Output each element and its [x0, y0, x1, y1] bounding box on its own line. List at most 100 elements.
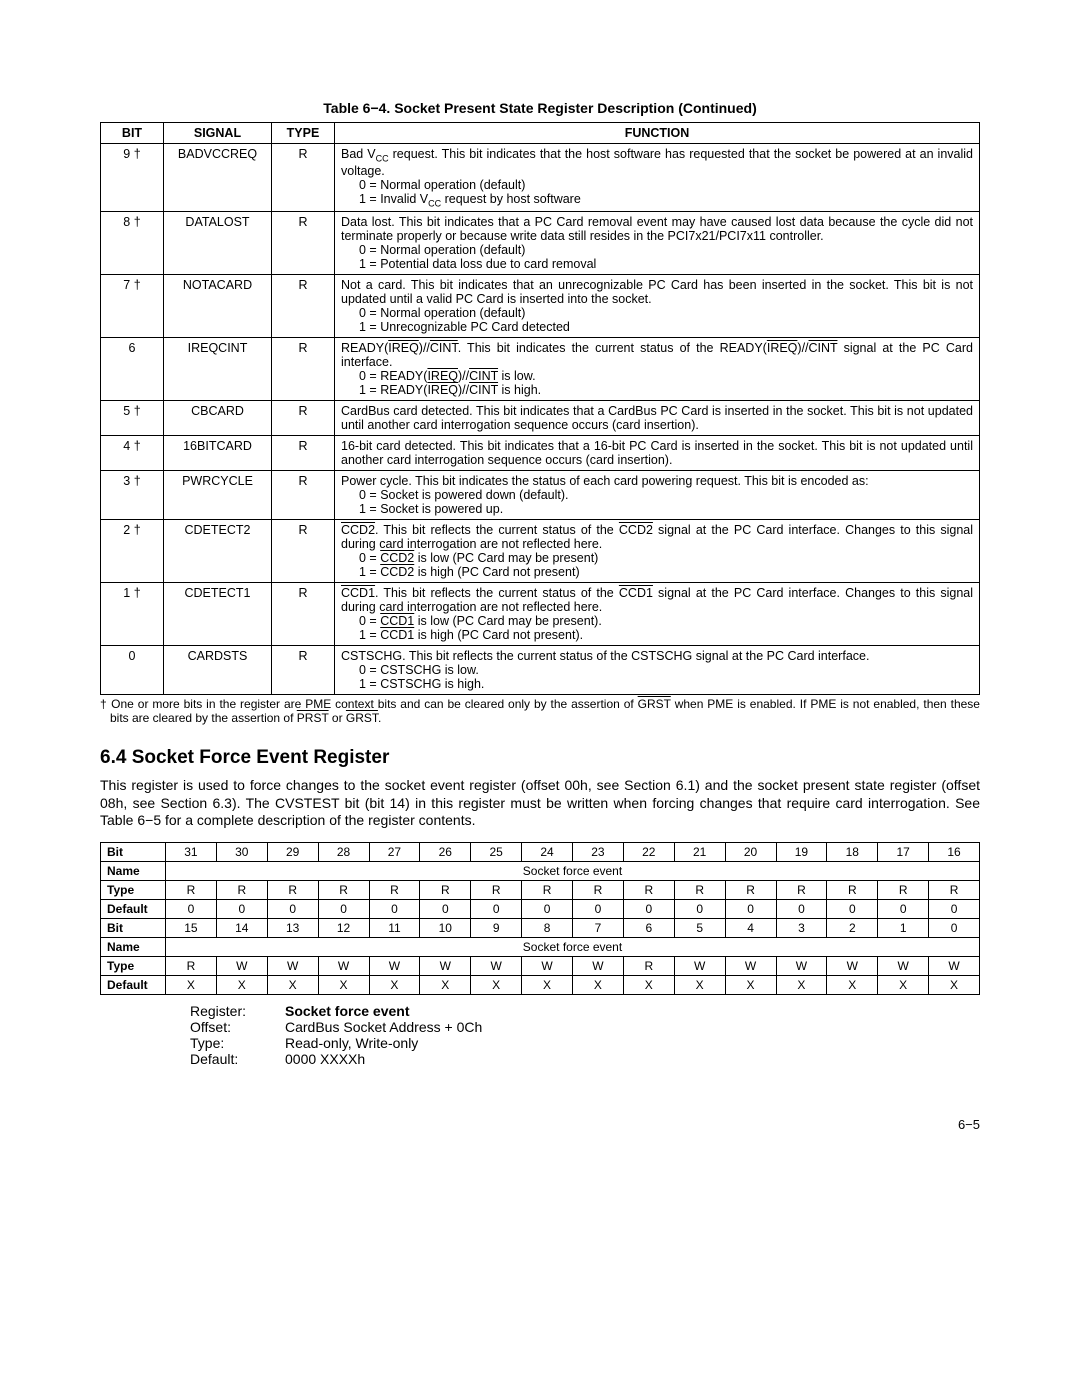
type-cell: R	[522, 880, 573, 899]
summary-key: Register:	[190, 1003, 285, 1019]
type-cell: W	[878, 956, 929, 975]
bit-cell: 2 †	[101, 520, 164, 583]
row-label-name: Name	[101, 861, 166, 880]
bitmap-table: Bit 31 30 29 28 27 26 25 24 23 22 21 20 …	[100, 842, 980, 995]
type-cell: W	[471, 956, 522, 975]
def-cell: 0	[166, 899, 217, 918]
bit-num: 10	[420, 918, 471, 937]
type-cell: R	[272, 275, 335, 338]
type-cell: R	[573, 880, 624, 899]
bit-num: 31	[166, 842, 217, 861]
signal-cell: IREQCINT	[164, 338, 272, 401]
type-cell: W	[420, 956, 471, 975]
function-cell: Data lost. This bit indicates that a PC …	[335, 212, 980, 275]
def-cell: X	[166, 975, 217, 994]
def-cell: 0	[318, 899, 369, 918]
table-row: 5 † CBCARD R CardBus card detected. This…	[101, 401, 980, 436]
bit-num: 2	[827, 918, 878, 937]
register-summary: Register: Socket force event Offset: Car…	[190, 1003, 980, 1067]
def-cell: 0	[776, 899, 827, 918]
def-cell: X	[267, 975, 318, 994]
signal-cell: 16BITCARD	[164, 436, 272, 471]
bit-num: 11	[369, 918, 420, 937]
row-label-default: Default	[101, 975, 166, 994]
signal-cell: DATALOST	[164, 212, 272, 275]
bit-num: 20	[725, 842, 776, 861]
def-cell: 0	[573, 899, 624, 918]
type-cell: R	[674, 880, 725, 899]
name-span: Socket force event	[166, 937, 980, 956]
col-type: TYPE	[272, 123, 335, 144]
col-function: FUNCTION	[335, 123, 980, 144]
function-cell: CardBus card detected. This bit indicate…	[335, 401, 980, 436]
summary-value: 0000 XXXXh	[285, 1051, 365, 1067]
section-heading: 6.4 Socket Force Event Register	[100, 747, 980, 769]
table-row: 9 † BADVCCREQ R Bad VCC request. This bi…	[101, 144, 980, 212]
summary-value: Socket force event	[285, 1003, 410, 1019]
def-cell: X	[420, 975, 471, 994]
signal-cell: NOTACARD	[164, 275, 272, 338]
def-cell: 0	[623, 899, 674, 918]
summary-key: Offset:	[190, 1019, 285, 1035]
type-cell: W	[827, 956, 878, 975]
def-cell: X	[573, 975, 624, 994]
summary-value: CardBus Socket Address + 0Ch	[285, 1019, 482, 1035]
def-cell: 0	[929, 899, 980, 918]
def-cell: X	[674, 975, 725, 994]
bit-cell: 0	[101, 646, 164, 695]
table-title: Table 6−4. Socket Present State Register…	[100, 100, 980, 116]
type-cell: W	[369, 956, 420, 975]
def-cell: 0	[420, 899, 471, 918]
bit-num: 14	[216, 918, 267, 937]
type-cell: R	[878, 880, 929, 899]
def-cell: X	[776, 975, 827, 994]
def-cell: X	[623, 975, 674, 994]
function-cell: Bad VCC request. This bit indicates that…	[335, 144, 980, 212]
type-cell: R	[267, 880, 318, 899]
table-row: 8 † DATALOST R Data lost. This bit indic…	[101, 212, 980, 275]
row-label-bit: Bit	[101, 918, 166, 937]
bit-num: 3	[776, 918, 827, 937]
function-cell: 16-bit card detected. This bit indicates…	[335, 436, 980, 471]
type-cell: W	[725, 956, 776, 975]
type-cell: W	[267, 956, 318, 975]
type-cell: R	[318, 880, 369, 899]
table-row: 3 † PWRCYCLE R Power cycle. This bit ind…	[101, 471, 980, 520]
bit-cell: 4 †	[101, 436, 164, 471]
bit-num: 0	[929, 918, 980, 937]
signal-cell: CDETECT1	[164, 583, 272, 646]
bit-num: 5	[674, 918, 725, 937]
type-cell: R	[623, 880, 674, 899]
function-cell: Not a card. This bit indicates that an u…	[335, 275, 980, 338]
def-cell: X	[929, 975, 980, 994]
bit-num: 25	[471, 842, 522, 861]
def-cell: 0	[725, 899, 776, 918]
bit-num: 29	[267, 842, 318, 861]
table-footnote: † One or more bits in the register are P…	[100, 697, 980, 725]
type-cell: W	[776, 956, 827, 975]
def-cell: X	[471, 975, 522, 994]
def-cell: 0	[216, 899, 267, 918]
table-row: 2 † CDETECT2 R CCD2. This bit reflects t…	[101, 520, 980, 583]
def-cell: X	[522, 975, 573, 994]
bit-num: 13	[267, 918, 318, 937]
def-cell: 0	[674, 899, 725, 918]
bit-num: 27	[369, 842, 420, 861]
bit-cell: 7 †	[101, 275, 164, 338]
type-cell: R	[272, 401, 335, 436]
row-label-name: Name	[101, 937, 166, 956]
register-description-table: BIT SIGNAL TYPE FUNCTION 9 † BADVCCREQ R…	[100, 122, 980, 695]
row-label-bit: Bit	[101, 842, 166, 861]
type-cell: R	[216, 880, 267, 899]
bit-num: 22	[623, 842, 674, 861]
summary-key: Type:	[190, 1035, 285, 1051]
row-label-type: Type	[101, 956, 166, 975]
table-row: 6 IREQCINT R READY(IREQ)//CINT. This bit…	[101, 338, 980, 401]
signal-cell: CDETECT2	[164, 520, 272, 583]
bit-num: 23	[573, 842, 624, 861]
type-cell: R	[623, 956, 674, 975]
def-cell: X	[725, 975, 776, 994]
type-cell: W	[216, 956, 267, 975]
type-cell: R	[272, 436, 335, 471]
type-cell: R	[929, 880, 980, 899]
